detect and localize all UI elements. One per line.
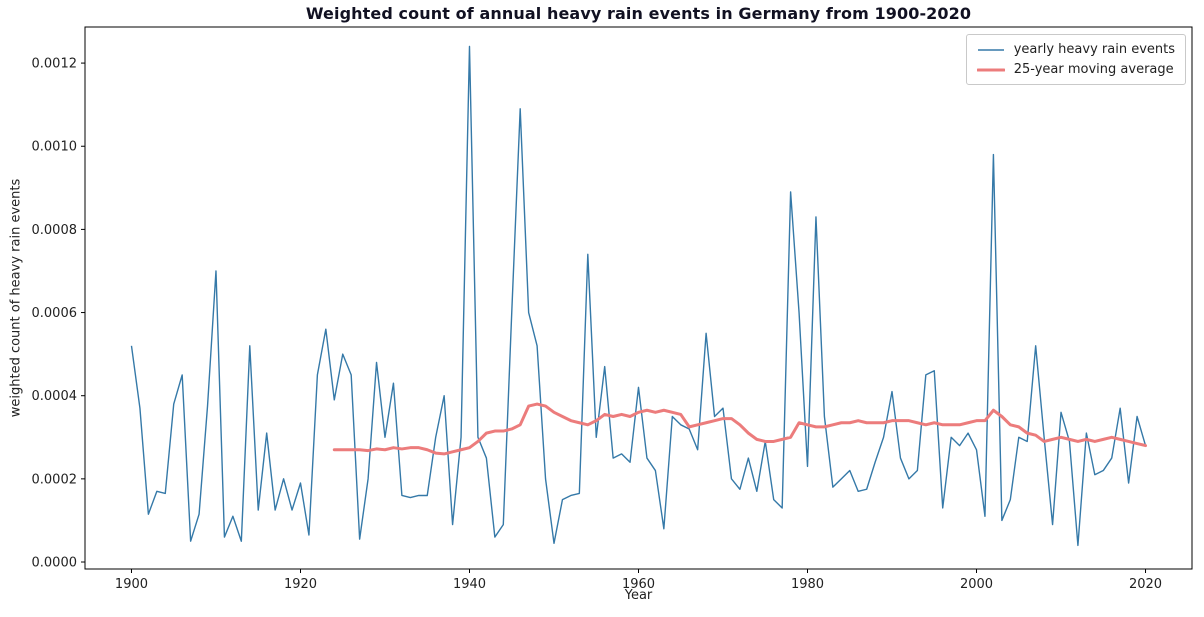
moving-average-line-sample-icon [976,68,1005,71]
svg-text:0.0000: 0.0000 [32,556,78,571]
svg-text:2000: 2000 [960,577,993,592]
svg-text:0.0006: 0.0006 [32,306,78,321]
svg-text:1920: 1920 [284,577,317,592]
svg-text:1980: 1980 [791,577,824,592]
svg-text:1900: 1900 [115,577,148,592]
svg-text:0.0008: 0.0008 [32,223,78,238]
svg-text:2020: 2020 [1129,577,1162,592]
legend-item-moving-average: 25-year moving average [976,62,1175,77]
legend: yearly heavy rain events 25-year moving … [965,34,1186,85]
svg-text:0.0010: 0.0010 [32,140,78,155]
legend-label-yearly: yearly heavy rain events [1013,42,1175,57]
yearly-line-sample-icon [977,48,1004,51]
svg-text:1960: 1960 [622,577,655,592]
svg-text:1940: 1940 [453,577,486,592]
svg-text:0.0002: 0.0002 [32,472,78,487]
legend-label-moving-average: 25-year moving average [1013,62,1174,77]
legend-item-yearly: yearly heavy rain events [977,42,1175,57]
chart-title: Weighted count of annual heavy rain even… [305,4,972,23]
svg-text:0.0004: 0.0004 [32,389,78,404]
svg-text:0.0012: 0.0012 [32,57,78,72]
x-axis-label: Year [624,588,653,603]
